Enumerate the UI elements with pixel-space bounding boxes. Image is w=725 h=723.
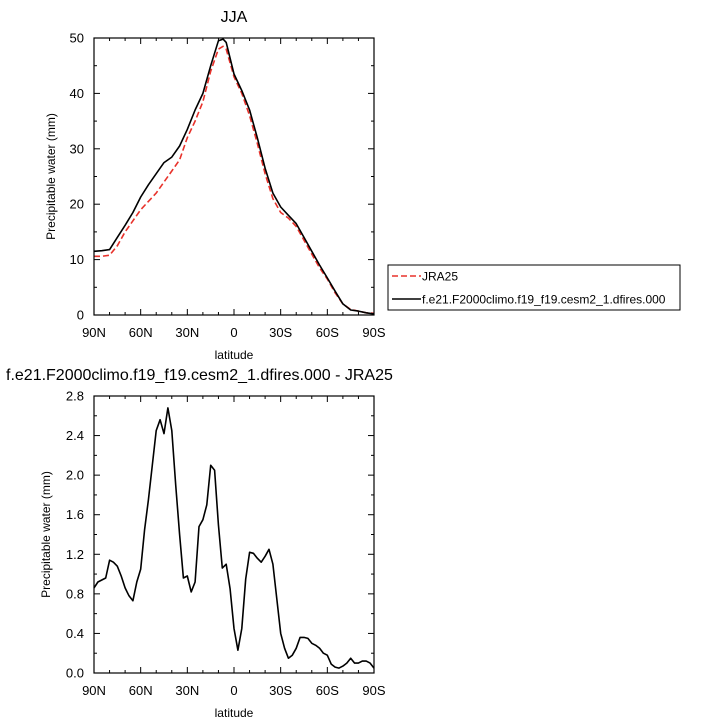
y-tick-label: 10	[70, 252, 84, 267]
x-tick-label: 60S	[316, 683, 339, 698]
chart-panel-2: 90N 60N 30N 0 30S 60S 90S 0.0 0.4 0.8 1.2 1.6 2.0 2.4…	[6, 367, 393, 720]
y-tick-label: 0.8	[66, 586, 84, 601]
y-tick-label: 30	[70, 141, 84, 156]
y-tick-label: 50	[70, 31, 84, 46]
y-tick-label: 2.8	[66, 389, 84, 404]
y-tick-label: 2.4	[66, 428, 84, 443]
x-tick-label: 60N	[129, 325, 153, 340]
y-tick-label: 1.2	[66, 547, 84, 562]
series-line-1	[94, 45, 375, 315]
y-tick-label: 0.4	[66, 626, 84, 641]
legend-label: f.e21.F2000climo.f19_f19.cesm2_1.dfires.…	[422, 293, 666, 307]
series-line-2	[93, 38, 375, 315]
x-tick-label: 90N	[82, 325, 106, 340]
chart-title: JJA	[221, 9, 248, 26]
x-tick-label: 60N	[129, 683, 153, 698]
legend: JRA25 f.e21.F2000climo.f19_f19.cesm2_1.df…	[387, 264, 681, 311]
x-axis-label: latitude	[215, 706, 254, 720]
legend-box	[387, 264, 681, 311]
x-tick-label: 30N	[175, 325, 199, 340]
legend-label: JRA25	[422, 270, 458, 284]
chart-title: f.e21.F2000climo.f19_f19.cesm2_1.dfires.…	[6, 367, 393, 384]
y-tick-label: 2.0	[66, 468, 84, 483]
y-tick-label: 1.6	[66, 507, 84, 522]
y-tick-label: 40	[70, 86, 84, 101]
x-tick-label: 90N	[82, 683, 106, 698]
chart-panel-1: 90N 60N 30N 0 30S 60S 90S 0 10 20 30 40 50 JJA latitud…	[44, 9, 386, 362]
y-tick-label: 0	[77, 308, 84, 323]
y-axis-label: Precipitable water (mm)	[39, 471, 53, 598]
y-axis-label: Precipitable water (mm)	[44, 113, 58, 240]
x-tick-label: 90S	[362, 325, 385, 340]
x-tick-label: 30N	[175, 683, 199, 698]
y-tick-label: 20	[70, 197, 84, 212]
x-axis-label: latitude	[215, 348, 254, 362]
x-tick-label: 30S	[269, 325, 292, 340]
y-tick-label: 0.0	[66, 666, 84, 681]
x-tick-label: 60S	[316, 325, 339, 340]
plot-frame	[93, 37, 375, 316]
series-line-1	[93, 407, 375, 669]
x-tick-label: 30S	[269, 683, 292, 698]
x-tick-label: 90S	[362, 683, 385, 698]
x-tick-label: 0	[230, 683, 237, 698]
x-tick-label: 0	[230, 325, 237, 340]
